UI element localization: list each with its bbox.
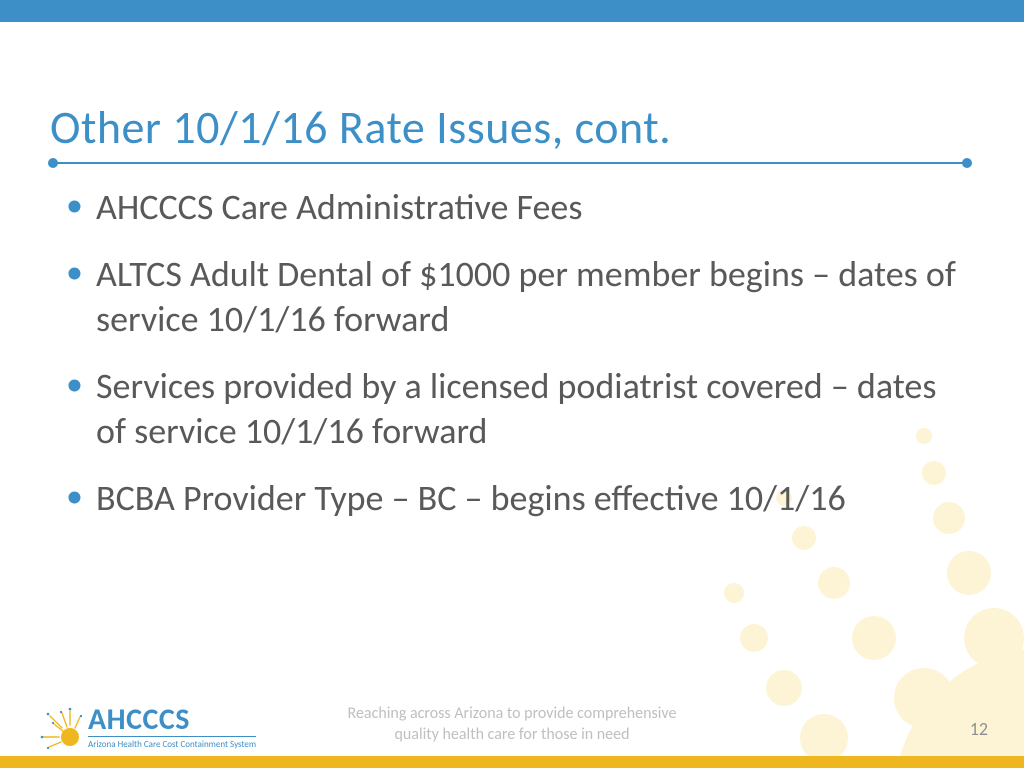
title-block: Other 10/1/16 Rate Issues, cont. — [50, 100, 970, 164]
bottom-accent-bar — [0, 756, 1024, 768]
body-content: AHCCCS Care Administrative Fees ALTCS Ad… — [60, 185, 960, 543]
tagline-line-2: quality health care for those in need — [394, 725, 629, 744]
footer: AHCCCS Arizona Health Care Cost Containm… — [0, 688, 1024, 768]
list-item: ALTCS Adult Dental of $1000 per member b… — [60, 252, 960, 342]
bullet-list: AHCCCS Care Administrative Fees ALTCS Ad… — [60, 185, 960, 521]
list-item: AHCCCS Care Administrative Fees — [60, 185, 960, 230]
tagline-line-1: Reaching across Arizona to provide compr… — [348, 704, 677, 723]
title-underline — [50, 162, 970, 164]
page-number: 12 — [970, 718, 988, 740]
footer-tagline: Reaching across Arizona to provide compr… — [0, 704, 1024, 746]
slide: Other 10/1/16 Rate Issues, cont. AHCCCS … — [0, 0, 1024, 768]
slide-title: Other 10/1/16 Rate Issues, cont. — [50, 100, 970, 156]
top-accent-bar — [0, 0, 1024, 22]
list-item: Services provided by a licensed podiatri… — [60, 364, 960, 454]
list-item: BCBA Provider Type – BC – begins effecti… — [60, 476, 960, 521]
